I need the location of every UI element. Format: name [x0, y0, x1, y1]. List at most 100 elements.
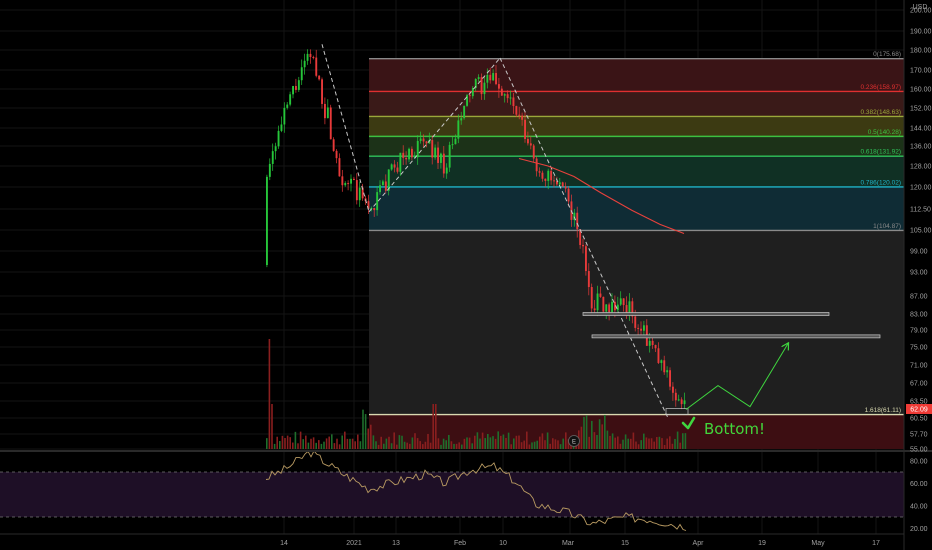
candle-body — [440, 153, 442, 163]
volume-bar — [312, 437, 315, 449]
volume-bar — [484, 438, 486, 449]
volume-bar — [396, 444, 398, 449]
volume-bar — [598, 419, 601, 449]
candle-body — [358, 187, 361, 201]
volume-bar — [500, 435, 502, 449]
volume-bar — [435, 404, 437, 449]
volume-bar — [440, 444, 442, 449]
volume-bar — [427, 433, 429, 449]
volume-bar — [630, 438, 632, 449]
volume-bar — [284, 438, 286, 449]
candle-body — [411, 148, 413, 158]
price-tick-labels: 200.00 190.00 180.00 170.00 160.00 152.00 144.… — [910, 8, 932, 454]
candle-body — [498, 84, 500, 89]
volume-bar — [666, 438, 668, 449]
time-tick-label: Mar — [562, 540, 575, 547]
volume-bar — [658, 436, 661, 449]
volume-bar — [497, 431, 499, 449]
check-icon — [681, 416, 696, 430]
candle-body — [292, 86, 294, 95]
volume-bar — [580, 426, 583, 449]
price-tick-label: 120.00 — [910, 185, 932, 192]
candle-body — [445, 167, 448, 174]
price-tick-label: 200.00 — [910, 8, 932, 15]
volume-bar — [393, 432, 395, 449]
volume-bar — [614, 437, 616, 449]
volume-bar — [474, 435, 476, 449]
volume-bar — [583, 416, 585, 449]
volume-bar — [437, 438, 440, 449]
candle-body — [622, 298, 625, 306]
fib-band — [369, 58, 904, 92]
candle-body — [666, 370, 669, 373]
candle-body — [399, 152, 402, 172]
volume-bar — [523, 440, 525, 449]
volume-bar — [565, 432, 567, 449]
earnings-marker-icon[interactable] — [568, 435, 580, 447]
candle-body — [483, 82, 486, 95]
time-tick-label: 13 — [392, 540, 400, 547]
volume-bar — [593, 432, 596, 449]
candle-body — [524, 119, 526, 139]
volume-bar — [466, 437, 468, 449]
fib-level-label: 0.786(120.02) — [861, 179, 901, 186]
candle-body — [541, 172, 544, 179]
candle-body — [457, 120, 460, 139]
candle-body — [599, 293, 602, 297]
candle-body — [663, 360, 666, 373]
volume-bar — [336, 438, 338, 449]
fib-level-label: 0.618(131.92) — [861, 149, 901, 156]
fib-band — [369, 91, 904, 117]
candle-body — [579, 229, 582, 245]
volume-bar — [286, 435, 289, 449]
candle-body — [318, 75, 321, 80]
volume-bar — [424, 441, 427, 449]
time-axis[interactable]: 14 2021 13 Feb 10 Mar 15 Apr 19 May 17 — [0, 533, 904, 547]
candle-body — [587, 271, 590, 288]
volume-bar — [268, 339, 271, 449]
candle-body — [376, 192, 379, 211]
volume-bar — [679, 442, 681, 449]
volume-bar — [650, 438, 653, 449]
volume-bar — [383, 443, 385, 449]
volume-bar — [528, 444, 531, 449]
support-zone — [582, 312, 830, 316]
volume-bar — [554, 439, 557, 449]
fib-level-label: 0.236(158.97) — [861, 84, 901, 91]
volume-bar — [276, 436, 278, 449]
candle-body — [454, 138, 457, 145]
volume-bar — [479, 438, 481, 449]
candle-body — [460, 118, 463, 121]
candle-body — [521, 115, 524, 120]
volume-bar — [445, 440, 447, 449]
candle-body — [309, 53, 312, 58]
volume-bar — [299, 431, 302, 449]
candle-body — [512, 97, 515, 107]
candle-body — [515, 106, 518, 115]
fib-level-label: 1.618(61.11) — [865, 407, 901, 414]
candle-body — [616, 304, 619, 311]
volume-bar — [645, 437, 648, 449]
candle-body — [422, 138, 425, 142]
candle-body — [393, 164, 396, 168]
candle-body — [585, 246, 587, 272]
candle-body — [593, 308, 596, 311]
price-axis[interactable]: USD — [903, 0, 927, 550]
volume-bar — [377, 444, 380, 449]
price-tick-label: 128.00 — [910, 164, 932, 171]
volume-bar — [273, 443, 276, 449]
candle-body — [532, 145, 535, 159]
fib-band — [369, 136, 904, 157]
candle-body — [590, 287, 593, 309]
volume-bar — [648, 438, 650, 449]
volume-bar — [411, 437, 414, 449]
volume-bar — [380, 436, 382, 449]
candle-body — [434, 147, 437, 158]
volume-bar — [372, 435, 375, 449]
candle-body — [396, 167, 399, 172]
volume-bar — [419, 441, 421, 449]
candle-body — [326, 107, 329, 119]
candle-body — [680, 399, 683, 405]
volume-bar — [611, 433, 614, 449]
